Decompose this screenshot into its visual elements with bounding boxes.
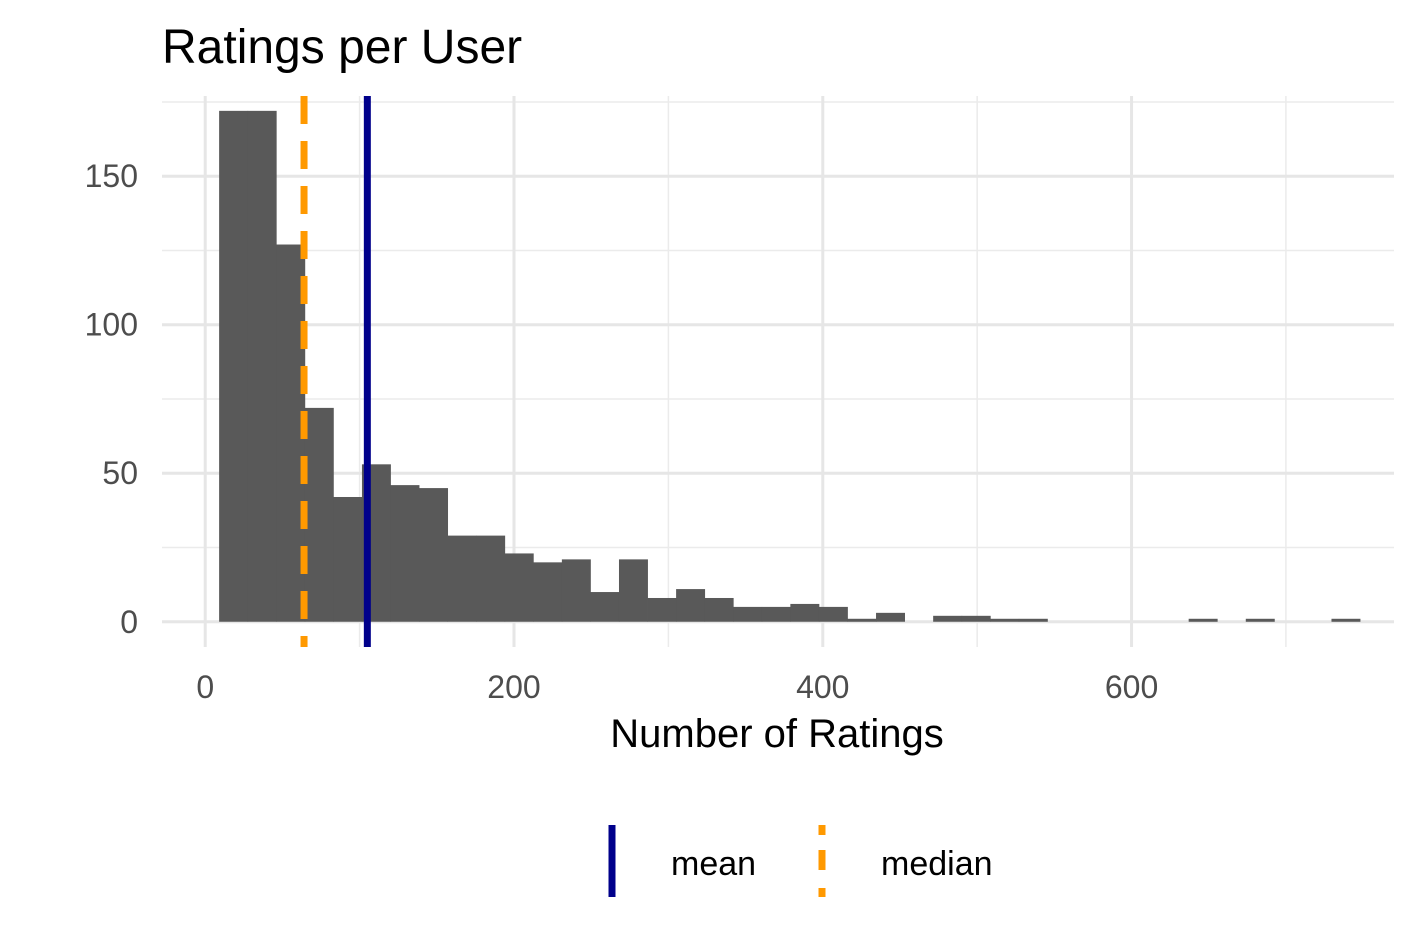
histogram-bar	[818, 606, 848, 622]
legend-label-median: median	[881, 845, 993, 883]
histogram-bar	[447, 535, 477, 622]
histogram-bar	[504, 553, 534, 622]
histogram-bar	[790, 603, 820, 622]
y-tick-label: 100	[85, 307, 138, 343]
histogram-bar	[276, 244, 306, 622]
legend-item-median: median	[818, 825, 993, 897]
histogram-bar	[933, 615, 963, 622]
histogram-bar	[847, 618, 877, 622]
histogram-bar	[476, 535, 506, 622]
histogram-bar	[990, 618, 1020, 622]
histogram-bar	[1245, 618, 1275, 622]
x-tick-label: 200	[487, 669, 540, 705]
histogram-bar	[961, 615, 991, 622]
x-tick-label: 400	[796, 669, 849, 705]
histogram-bar	[1188, 618, 1218, 622]
y-tick-label: 50	[102, 455, 138, 491]
x-axis-title: Number of Ratings	[610, 712, 943, 756]
histogram-bars	[219, 110, 1361, 622]
y-tick-label: 150	[85, 158, 138, 194]
x-tick-label: 0	[196, 669, 214, 705]
x-axis-tick-labels: 0 200 400 600	[196, 669, 1158, 705]
histogram-bar	[533, 562, 563, 622]
histogram-bar	[761, 606, 791, 622]
histogram-bar	[1331, 618, 1361, 622]
chart-title: Ratings per User	[162, 21, 522, 74]
histogram-bar	[733, 606, 763, 622]
histogram-bar	[590, 592, 620, 622]
histogram-bar	[247, 110, 277, 622]
histogram-bar	[1018, 618, 1048, 622]
histogram-bar	[647, 597, 677, 622]
histogram-bar	[676, 589, 706, 622]
histogram-bar	[419, 488, 449, 622]
x-tick-label: 600	[1105, 669, 1158, 705]
histogram-bar	[333, 496, 363, 622]
legend-label-mean: mean	[671, 845, 756, 883]
legend: mean median	[608, 825, 993, 897]
histogram-bar	[876, 612, 905, 622]
legend-item-mean: mean	[608, 825, 756, 897]
histogram-bar	[219, 110, 249, 622]
histogram-bar	[390, 485, 420, 622]
histogram-bar	[618, 559, 648, 622]
histogram-bar	[704, 597, 734, 622]
reference-lines	[300, 96, 371, 647]
y-axis-tick-labels: 0 50 100 150	[85, 158, 138, 640]
histogram-bar	[561, 559, 591, 622]
histogram-bar	[304, 407, 334, 622]
y-tick-label: 0	[120, 604, 138, 640]
